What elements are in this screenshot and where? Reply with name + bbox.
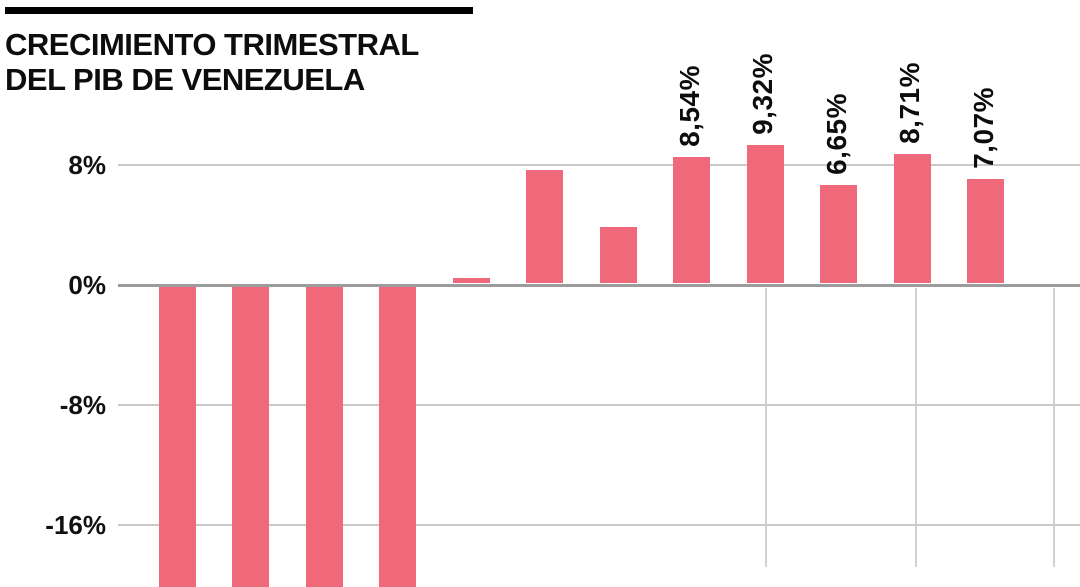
- bar: [452, 277, 490, 283]
- horizontal-gridline: [118, 164, 1080, 166]
- vertical-gridline: [1053, 288, 1055, 567]
- chart-title-line1: CRECIMIENTO TRIMESTRAL: [5, 27, 419, 62]
- horizontal-gridline: [118, 404, 1080, 406]
- bar-value-label: 8,54%: [673, 65, 705, 147]
- bar: [305, 287, 343, 587]
- bar-value-label: 6,65%: [820, 93, 852, 176]
- vertical-gridline: [915, 288, 917, 567]
- chart-title: CRECIMIENTO TRIMESTRAL DEL PIB DE VENEZU…: [5, 27, 419, 97]
- chart-title-line2: DEL PIB DE VENEZUELA: [5, 62, 365, 98]
- y-axis-tick-label: -8%: [59, 390, 106, 420]
- bar: [893, 154, 931, 283]
- bar: [599, 226, 637, 283]
- bar: [232, 287, 269, 587]
- chart-area: 8% 0% -8% -16% 8,54% 9,32% 6,65% 8,71% 7,07%: [45, 53, 1080, 587]
- bar-value-label: 8,71%: [894, 62, 925, 145]
- bar: [820, 185, 857, 283]
- vertical-gridline: [765, 288, 767, 567]
- horizontal-gridline: [118, 524, 1080, 526]
- bar: [526, 169, 563, 283]
- bar: [673, 156, 710, 283]
- y-axis-tick-label: 0%: [68, 270, 106, 300]
- bar-value-label: 9,32%: [747, 53, 778, 136]
- bar-value-label: 7,07%: [967, 87, 999, 169]
- title-rule: [5, 7, 473, 14]
- bar: [158, 287, 196, 587]
- y-axis-tick-label: -16%: [45, 510, 106, 540]
- bar: [746, 145, 784, 283]
- bar: [379, 287, 416, 587]
- y-axis-tick-label: 8%: [68, 150, 106, 180]
- bar: [967, 178, 1004, 283]
- zero-axis-line: [118, 284, 1080, 287]
